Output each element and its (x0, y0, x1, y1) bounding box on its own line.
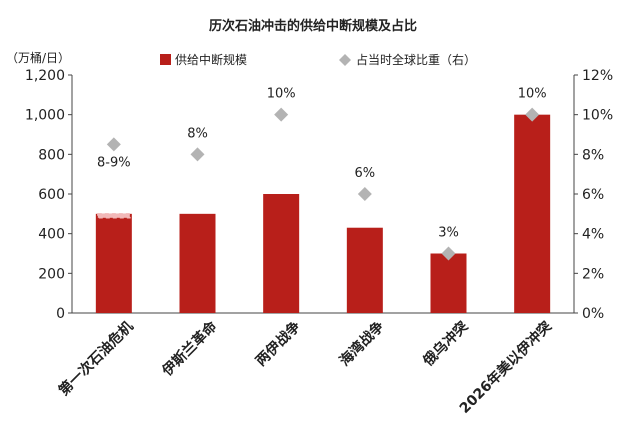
x-tick-label: 两伊战争 (252, 318, 304, 370)
bar (346, 227, 383, 313)
point-diamond (441, 246, 456, 261)
bar (514, 114, 551, 314)
point-diamond (274, 107, 289, 122)
bar (179, 213, 216, 313)
bar (95, 213, 132, 313)
unit-label: （万桶/日） (6, 50, 70, 65)
right-tick-label: 2% (582, 266, 604, 282)
legend-diamond-icon (339, 54, 351, 66)
point-label: 10% (518, 87, 547, 102)
left-tick-label: 400 (38, 227, 65, 243)
right-tick-label: 12% (582, 68, 613, 84)
left-tick-label: 800 (38, 147, 65, 163)
left-tick-label: 1,200 (25, 68, 65, 84)
bar (263, 194, 300, 313)
point-diamond (357, 187, 372, 201)
x-tick-label: 伊斯兰革命 (158, 317, 221, 380)
right-tick-label: 8% (582, 147, 604, 163)
legend-diamond-label: 占当时全球比重（右） (356, 52, 476, 67)
left-tick-label: 200 (38, 266, 65, 282)
left-tick-label: 0 (56, 306, 65, 322)
legend-bar-swatch (160, 54, 171, 65)
point-label: 6% (355, 166, 376, 181)
axes: 0 200 400 600 800 1,000 1,200 0% 2% 4% 6% 8% 10% 12% (25, 68, 613, 322)
point-label: 3% (438, 226, 459, 241)
point-label: 10% (267, 87, 296, 102)
right-tick-label: 10% (582, 108, 613, 124)
bar (430, 253, 467, 313)
legend: 供给中断规模 占当时全球比重（右） (160, 52, 476, 67)
x-tick-label: 俄乌冲突 (419, 318, 471, 370)
x-tick-label: 第一次石油危机 (55, 318, 136, 399)
x-tick-label: 2026年美以伊冲突 (456, 318, 555, 417)
right-tick-label: 0% (582, 306, 604, 322)
points: 8-9% 8% 10% 6% 3% 10% (97, 87, 547, 261)
left-tick-label: 1,000 (25, 108, 65, 124)
legend-bar-label: 供给中断规模 (175, 52, 247, 67)
point-diamond (525, 107, 540, 122)
point-diamond (106, 137, 121, 152)
right-tick-label: 6% (582, 187, 604, 203)
chart-title: 历次石油冲击的供给中断规模及占比 (209, 18, 417, 34)
right-tick-label: 4% (582, 227, 604, 243)
point-label: 8% (187, 126, 208, 141)
x-tick-label: 海湾战争 (336, 318, 388, 370)
point-label: 8-9% (97, 155, 131, 170)
bars (95, 114, 551, 314)
range-note-band (97, 213, 131, 219)
left-tick-label: 600 (38, 187, 65, 203)
point-diamond (190, 147, 205, 162)
